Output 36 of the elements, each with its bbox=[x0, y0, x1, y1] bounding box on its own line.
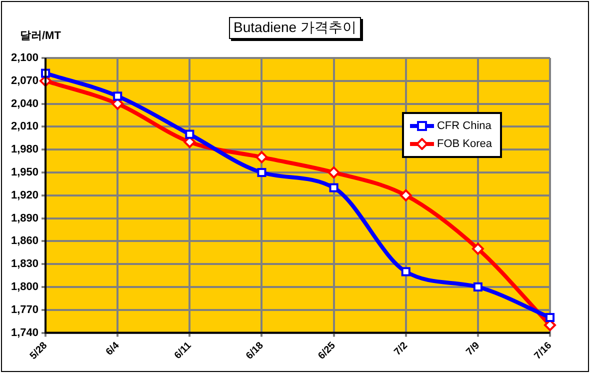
point bbox=[545, 312, 555, 322]
x-tick-label: 6/4 bbox=[104, 340, 122, 358]
point bbox=[113, 92, 122, 101]
y-tick-label: 2,100 bbox=[10, 52, 39, 64]
y-tick-label: 1,920 bbox=[10, 189, 39, 202]
x-tick-label: 6/25 bbox=[316, 340, 338, 362]
x-tick-label: 5/28 bbox=[28, 340, 50, 362]
point bbox=[257, 168, 266, 178]
y-tick-label: 1,950 bbox=[10, 166, 39, 179]
y-tick-label: 1,860 bbox=[10, 235, 39, 248]
legend-label: FOB Korea bbox=[436, 138, 492, 150]
x-tick-label: 7/9 bbox=[464, 340, 482, 358]
point bbox=[472, 242, 484, 255]
chart-title: Butadiene 가격추이 bbox=[228, 17, 362, 39]
point bbox=[256, 151, 268, 164]
y-tick-label: 2,010 bbox=[10, 120, 39, 133]
y-tick-label: 1,740 bbox=[10, 326, 39, 339]
y-tick-label: 1,890 bbox=[10, 212, 39, 224]
point bbox=[328, 166, 340, 178]
y-axis-title: 달러/MT bbox=[20, 29, 61, 43]
legend-label: CFR China bbox=[436, 120, 492, 132]
point bbox=[401, 267, 410, 276]
x-tick-label: 6/11 bbox=[172, 340, 194, 362]
point bbox=[185, 130, 194, 139]
y-tick-label: 2,070 bbox=[10, 74, 39, 87]
y-tick-label: 1,800 bbox=[10, 280, 39, 293]
x-tick-label: 7/2 bbox=[392, 340, 410, 358]
y-tick-label: 1,770 bbox=[10, 304, 39, 316]
y-tick-label: 1,830 bbox=[10, 258, 39, 270]
x-tick-label: 6/18 bbox=[244, 340, 266, 362]
x-tick-label: 7/16 bbox=[532, 340, 554, 362]
y-tick-label: 1,980 bbox=[10, 144, 39, 156]
y-tick-label: 2,040 bbox=[10, 98, 39, 110]
point bbox=[400, 189, 412, 202]
point bbox=[473, 282, 482, 292]
point bbox=[329, 183, 338, 192]
